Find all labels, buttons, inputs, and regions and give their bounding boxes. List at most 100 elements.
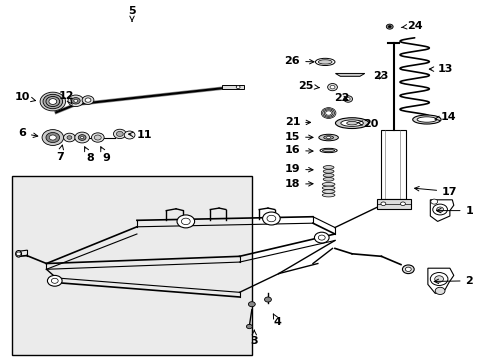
- Text: 14: 14: [434, 112, 456, 122]
- Ellipse shape: [315, 58, 334, 66]
- Circle shape: [387, 26, 390, 28]
- Circle shape: [314, 232, 328, 243]
- Circle shape: [402, 265, 413, 274]
- Ellipse shape: [335, 118, 368, 129]
- Ellipse shape: [340, 120, 363, 126]
- Circle shape: [91, 133, 104, 142]
- Bar: [381, 130, 405, 199]
- Ellipse shape: [322, 186, 334, 190]
- Circle shape: [434, 287, 444, 294]
- Text: 1: 1: [436, 206, 472, 216]
- Text: 8: 8: [84, 147, 94, 163]
- Text: 23: 23: [372, 71, 387, 81]
- Circle shape: [248, 302, 255, 307]
- Text: 20: 20: [357, 119, 378, 129]
- Circle shape: [49, 99, 57, 104]
- Text: 10: 10: [14, 92, 36, 102]
- Text: 13: 13: [428, 64, 452, 74]
- Text: 7: 7: [56, 145, 63, 162]
- Text: 2: 2: [433, 276, 472, 286]
- Circle shape: [327, 84, 337, 91]
- Circle shape: [380, 202, 385, 206]
- Circle shape: [116, 131, 123, 136]
- Ellipse shape: [16, 251, 21, 257]
- Circle shape: [71, 98, 80, 104]
- Circle shape: [436, 207, 443, 212]
- Ellipse shape: [318, 60, 331, 64]
- Ellipse shape: [323, 174, 333, 177]
- Text: 3: 3: [250, 330, 258, 346]
- Circle shape: [46, 132, 60, 143]
- Text: 5: 5: [128, 6, 136, 21]
- Ellipse shape: [346, 121, 357, 125]
- Circle shape: [85, 98, 91, 102]
- Ellipse shape: [412, 115, 440, 124]
- Circle shape: [343, 96, 352, 102]
- Ellipse shape: [318, 134, 338, 141]
- Circle shape: [78, 135, 86, 140]
- Ellipse shape: [323, 136, 333, 139]
- Text: 21: 21: [284, 117, 310, 127]
- Ellipse shape: [323, 177, 333, 181]
- Ellipse shape: [323, 170, 333, 173]
- Circle shape: [49, 135, 56, 140]
- Circle shape: [324, 110, 332, 116]
- Circle shape: [113, 129, 126, 139]
- Ellipse shape: [326, 136, 330, 139]
- Circle shape: [67, 136, 72, 139]
- Polygon shape: [427, 268, 453, 293]
- Circle shape: [51, 278, 58, 283]
- Circle shape: [405, 267, 410, 271]
- Circle shape: [68, 95, 83, 107]
- Circle shape: [321, 108, 335, 118]
- Circle shape: [46, 96, 60, 107]
- Circle shape: [177, 215, 194, 228]
- Text: 16: 16: [284, 145, 312, 156]
- Text: 11: 11: [128, 130, 152, 140]
- Circle shape: [262, 212, 280, 225]
- Circle shape: [81, 136, 83, 139]
- Polygon shape: [429, 200, 453, 221]
- Ellipse shape: [320, 148, 337, 153]
- Ellipse shape: [322, 149, 334, 152]
- Circle shape: [400, 202, 405, 206]
- Circle shape: [181, 218, 190, 225]
- Text: 6: 6: [18, 128, 38, 138]
- Circle shape: [47, 275, 62, 286]
- Circle shape: [16, 252, 21, 256]
- Bar: [376, 199, 410, 209]
- Circle shape: [124, 131, 135, 139]
- Ellipse shape: [322, 193, 334, 197]
- Circle shape: [236, 86, 240, 89]
- Circle shape: [386, 24, 392, 29]
- Ellipse shape: [322, 190, 334, 193]
- Circle shape: [430, 199, 437, 204]
- Circle shape: [322, 109, 334, 117]
- Text: 9: 9: [101, 147, 110, 163]
- Text: 17: 17: [414, 186, 457, 197]
- Text: 26: 26: [284, 56, 313, 66]
- Text: 22: 22: [334, 93, 349, 103]
- Text: 24: 24: [401, 21, 422, 31]
- Bar: [12, 176, 251, 355]
- Circle shape: [74, 99, 78, 102]
- Circle shape: [432, 204, 447, 215]
- Circle shape: [82, 96, 94, 104]
- Circle shape: [318, 235, 325, 240]
- Circle shape: [94, 135, 101, 140]
- Circle shape: [63, 133, 75, 142]
- Text: 19: 19: [284, 164, 312, 174]
- Ellipse shape: [323, 166, 333, 169]
- Circle shape: [40, 92, 65, 111]
- Ellipse shape: [322, 183, 334, 186]
- Circle shape: [264, 297, 271, 302]
- Circle shape: [429, 273, 447, 285]
- Text: 18: 18: [284, 179, 312, 189]
- Text: 12: 12: [58, 91, 74, 104]
- Circle shape: [42, 130, 63, 145]
- Bar: [222, 85, 244, 89]
- Ellipse shape: [416, 117, 436, 122]
- Circle shape: [346, 98, 349, 100]
- Circle shape: [43, 94, 62, 109]
- Text: 15: 15: [284, 132, 312, 142]
